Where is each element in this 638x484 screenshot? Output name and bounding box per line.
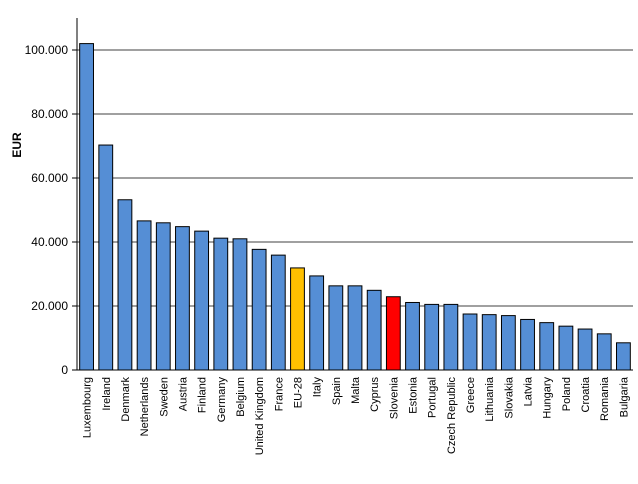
x-tick-label: Austria — [177, 376, 189, 411]
bar-denmark — [117, 199, 133, 371]
bar-latvia — [520, 318, 535, 371]
x-tick-label: Belgium — [235, 377, 247, 417]
bar-estonia — [405, 301, 420, 371]
x-tick-label: Netherlands — [139, 377, 151, 437]
bar-luxembourg — [79, 43, 94, 371]
bar-netherlands — [136, 220, 152, 371]
x-tick-label: Spain — [331, 377, 343, 405]
bar-cyprus — [366, 289, 382, 371]
bar-eu-28 — [290, 267, 305, 371]
bars — [79, 43, 631, 371]
x-axis-labels: Luxembourg Ireland Denmark Netherlands Swede… — [82, 376, 631, 455]
x-tick-label: Bulgaria — [618, 376, 630, 417]
x-tick-label: Estonia — [408, 376, 420, 414]
bar-belgium — [232, 238, 248, 371]
x-tick-label: Cyprus — [369, 377, 381, 412]
bar-greece — [462, 313, 478, 371]
bar-united-kingdom — [251, 248, 267, 371]
x-tick-label: Slovenia — [388, 376, 400, 419]
x-tick-label: Hungary — [542, 377, 554, 419]
bar-sweden — [155, 222, 171, 371]
bar-italy — [309, 275, 325, 371]
bar-france — [270, 254, 286, 371]
x-tick-label: Malta — [350, 376, 362, 404]
bar-poland — [558, 325, 574, 371]
x-tick-label: Denmark — [120, 377, 132, 422]
bar-czech-republic — [443, 303, 459, 371]
y-tick-label: 20.000 — [31, 299, 68, 313]
bar-finland — [194, 230, 210, 371]
bar-portugal — [424, 303, 440, 371]
x-tick-label: Croatia — [580, 376, 592, 412]
x-tick-label: United Kingdom — [254, 377, 266, 455]
y-axis-ticks: 0 20.000 40.000 60.000 80.000 100.000 — [25, 43, 77, 377]
x-tick-label: France — [273, 377, 285, 411]
bar-lithuania — [481, 314, 497, 371]
x-tick-label: Slovakia — [503, 376, 515, 418]
y-tick-label: 0 — [61, 363, 68, 377]
bar-malta — [347, 285, 363, 371]
x-tick-label: Czech Republic — [446, 377, 458, 455]
x-tick-label: Romania — [599, 376, 611, 421]
bar-germany — [213, 237, 229, 371]
x-tick-label: Italy — [312, 377, 324, 398]
bar-austria — [175, 226, 190, 371]
bar-spain — [328, 285, 344, 371]
bar-romania — [596, 333, 612, 371]
x-tick-label: Ireland — [101, 377, 113, 411]
x-tick-label: Sweden — [158, 377, 170, 417]
x-tick-label: EU-28 — [292, 377, 304, 408]
y-tick-label: 100.000 — [25, 43, 69, 57]
x-tick-label: Latvia — [523, 376, 535, 406]
x-tick-label: Portugal — [427, 377, 439, 418]
bar-croatia — [577, 328, 593, 371]
bar-ireland — [98, 144, 114, 371]
x-tick-label: Luxembourg — [82, 377, 94, 438]
bar-slovakia — [500, 315, 516, 371]
x-tick-label: Greece — [465, 377, 477, 413]
y-tick-label: 80.000 — [31, 107, 68, 121]
x-tick-label: Finland — [197, 377, 209, 413]
y-tick-label: 40.000 — [31, 235, 68, 249]
x-tick-label: Lithuania — [484, 376, 496, 422]
x-tick-label: Poland — [561, 377, 573, 411]
bar-slovenia — [385, 296, 401, 371]
x-tick-label: Germany — [216, 377, 228, 423]
y-axis-title: EUR — [10, 132, 24, 158]
y-tick-label: 60.000 — [31, 171, 68, 185]
bar-bulgaria — [616, 342, 631, 371]
bar-hungary — [539, 322, 555, 371]
